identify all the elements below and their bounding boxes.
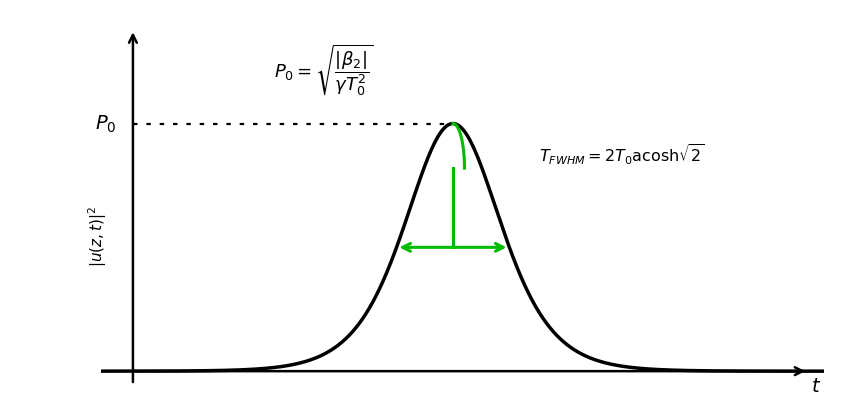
- Text: $t$: $t$: [812, 376, 822, 395]
- Text: $T_{FWHM}=2T_0\mathrm{acosh}\sqrt{2}$: $T_{FWHM}=2T_0\mathrm{acosh}\sqrt{2}$: [539, 142, 705, 166]
- Text: $|u(z,t)|^2$: $|u(z,t)|^2$: [87, 205, 109, 266]
- Text: $P_0$: $P_0$: [95, 114, 117, 135]
- Text: $P_0=\sqrt{\dfrac{|\beta_2|}{\gamma T_0^2}}$: $P_0=\sqrt{\dfrac{|\beta_2|}{\gamma T_0^…: [273, 42, 373, 98]
